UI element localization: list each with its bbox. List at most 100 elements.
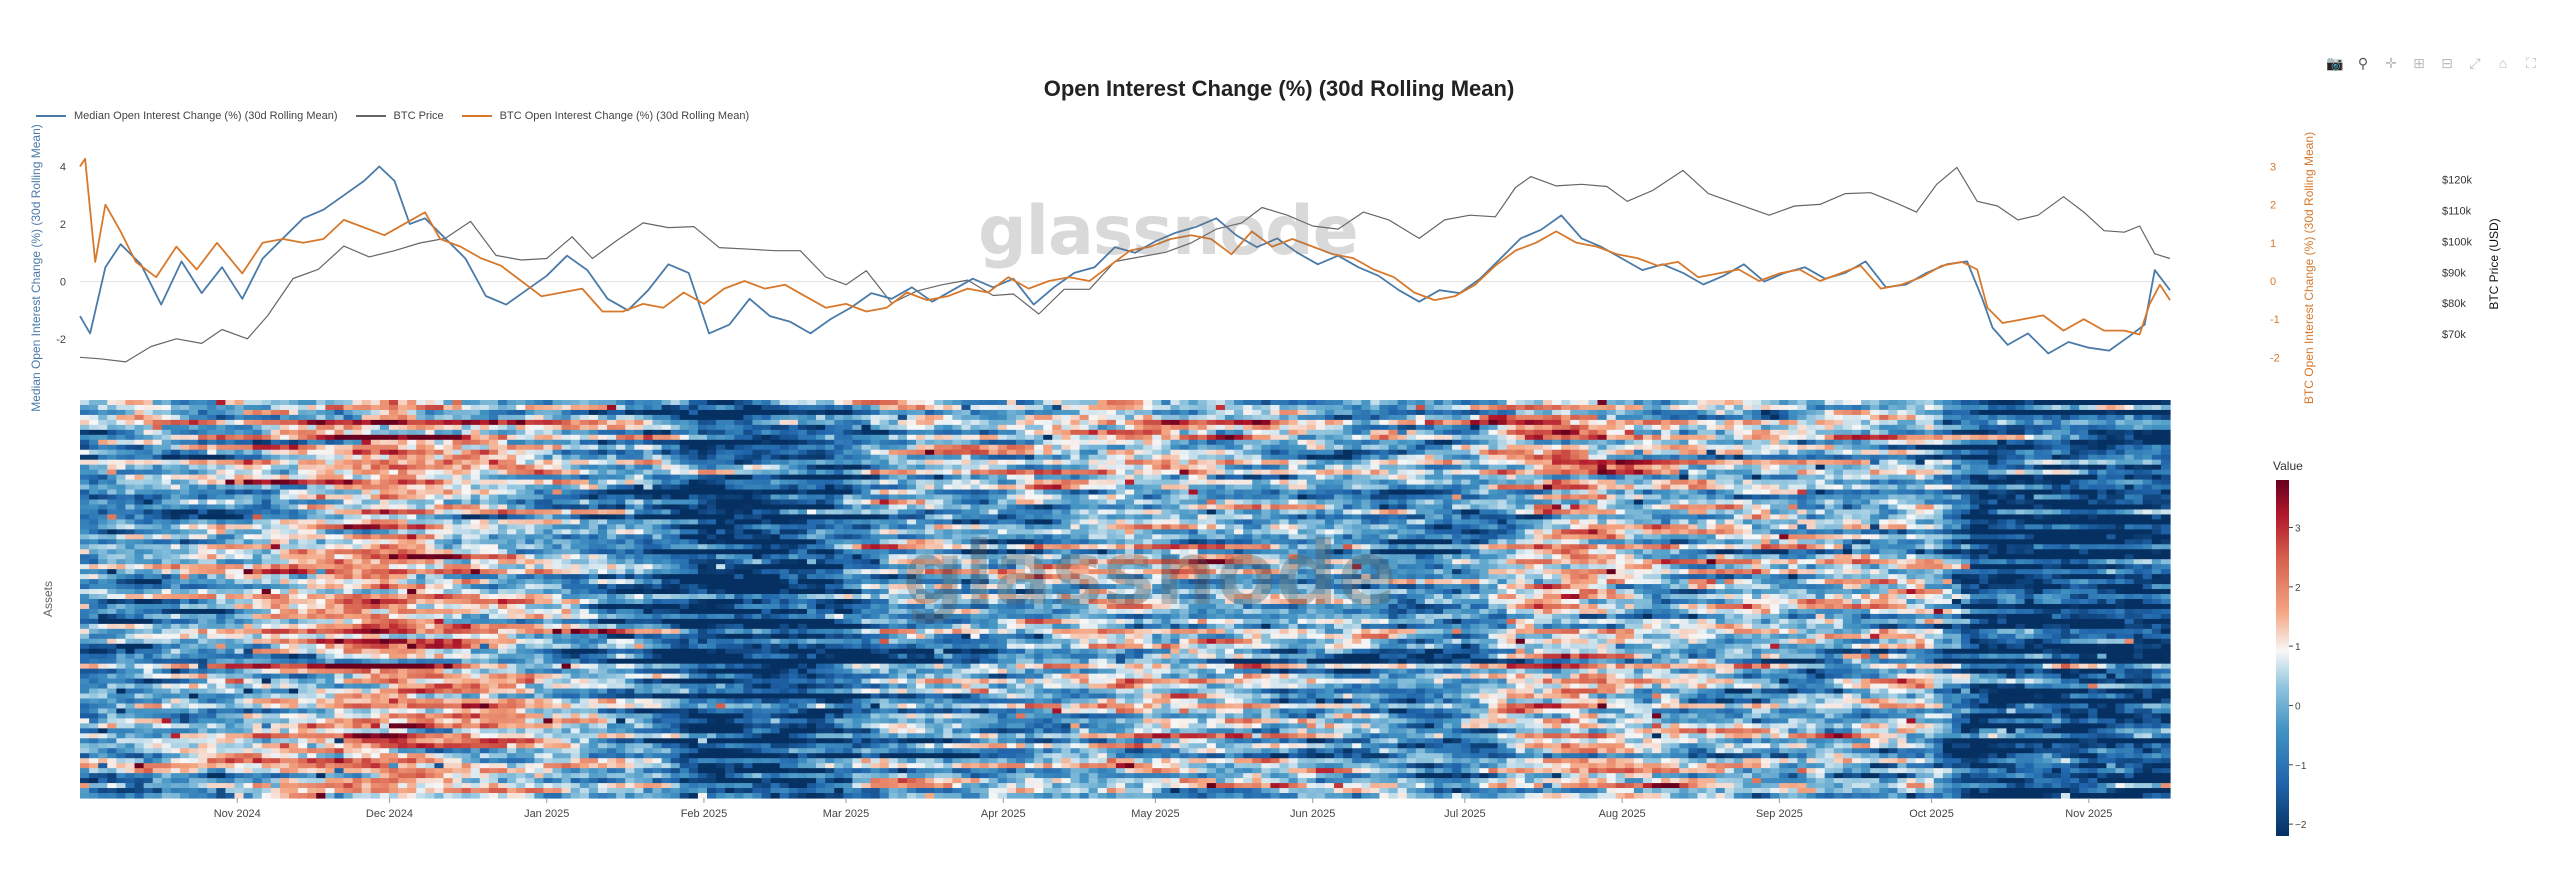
heatmap-cell [825,485,835,491]
heatmap-cell [1289,430,1299,436]
heatmap-cell [1970,440,1980,446]
heatmap-cell [1089,425,1099,431]
heatmap-cell [1043,470,1053,476]
heatmap-cell [453,500,463,506]
heatmap-cell [553,470,563,476]
heatmap-cell [1707,490,1717,496]
heatmap-cell [453,490,463,496]
heatmap-cell [1570,445,1580,451]
heatmap-cell [1916,495,1926,501]
heatmap-cell [734,485,744,491]
heatmap-cell [1761,465,1771,471]
heatmap-cell [507,475,517,481]
heatmap-cell [1398,430,1408,436]
heatmap-cell [1879,450,1889,456]
heatmap-cell [1725,470,1735,476]
heatmap-cell [1925,415,1935,421]
heatmap-cell [798,485,808,491]
heatmap-cell [1334,470,1344,476]
heatmap-cell [207,470,217,476]
heatmap-cell [453,425,463,431]
heatmap-cell [1770,400,1780,406]
heatmap-cell [562,485,572,491]
heatmap-cell [1479,495,1489,501]
heatmap-cell [2025,445,2035,451]
heatmap-cell [571,490,581,496]
heatmap-cell [307,465,317,471]
heatmap-cell [2115,485,2125,491]
heatmap-cell [680,410,690,416]
heatmap-cell [834,455,844,461]
heatmap-cell [998,440,1008,446]
heatmap-cell [1361,405,1371,411]
heatmap-cell [543,430,553,436]
heatmap-cell [1243,460,1253,466]
heatmap-cell [1752,465,1762,471]
heatmap-cell [743,480,753,486]
heatmap-cell [2043,410,2053,416]
heatmap-cell [2043,465,2053,471]
heatmap-cell [861,405,871,411]
heatmap-cell [662,430,672,436]
heatmap-cell [843,460,853,466]
heatmap-cell [1007,420,1017,426]
heatmap-cell [2161,490,2171,496]
heatmap-cell [1570,415,1580,421]
heatmap-cell [1797,430,1807,436]
heatmap-cell [1870,495,1880,501]
heatmap-cell [707,415,717,421]
heatmap-cell [1661,455,1671,461]
heatmap-cell [1816,480,1826,486]
heatmap-cell [1661,490,1671,496]
heatmap-cell [471,420,481,426]
heatmap-cell [807,470,817,476]
heatmap-cell [1934,490,1944,496]
heatmap-cell [325,445,335,451]
heatmap-cell [498,480,508,486]
heatmap-cell [689,485,699,491]
heatmap-cell [443,405,453,411]
heatmap-cell [1243,475,1253,481]
series-point-right [2169,300,2170,301]
heatmap-cell [861,485,871,491]
heatmap-cell [1534,445,1544,451]
heatmap-cell [425,400,435,406]
heatmap-cell [489,460,499,466]
heatmap-cell [389,460,399,466]
heatmap-cell [489,410,499,416]
heatmap-cell [1034,485,1044,491]
heatmap-cell [416,460,426,466]
heatmap-cell [989,435,999,441]
heatmap-cell [1579,415,1589,421]
heatmap-cell [480,460,490,466]
heatmap-cell [771,475,781,481]
heatmap-cell [1507,420,1517,426]
heatmap-cell [298,485,308,491]
heatmap-cell [1198,470,1208,476]
heatmap-cell [1552,440,1562,446]
heatmap-cell [2161,430,2171,436]
heatmap-cell [1598,440,1608,446]
heatmap-cell [952,405,962,411]
heatmap-cell [980,415,990,421]
heatmap-cell [743,470,753,476]
heatmap-cell [507,420,517,426]
heatmap-cell [1734,480,1744,486]
heatmap-cell [1688,470,1698,476]
heatmap-cell [498,500,508,506]
heatmap-cell [2115,480,2125,486]
heatmap-cell [1216,440,1226,446]
heatmap-cell [961,400,971,406]
heatmap-cell [471,485,481,491]
series-point-left [1114,247,1115,248]
series-point-left [1155,241,1156,242]
heatmap-cell [153,450,163,456]
heatmap-cell [362,485,372,491]
heatmap-cell [389,405,399,411]
heatmap-cell [1252,465,1262,471]
heatmap-cell [1752,450,1762,456]
heatmap-cell [1906,400,1916,406]
heatmap-cell [2052,410,2062,416]
heatmap-cell [1688,475,1698,481]
